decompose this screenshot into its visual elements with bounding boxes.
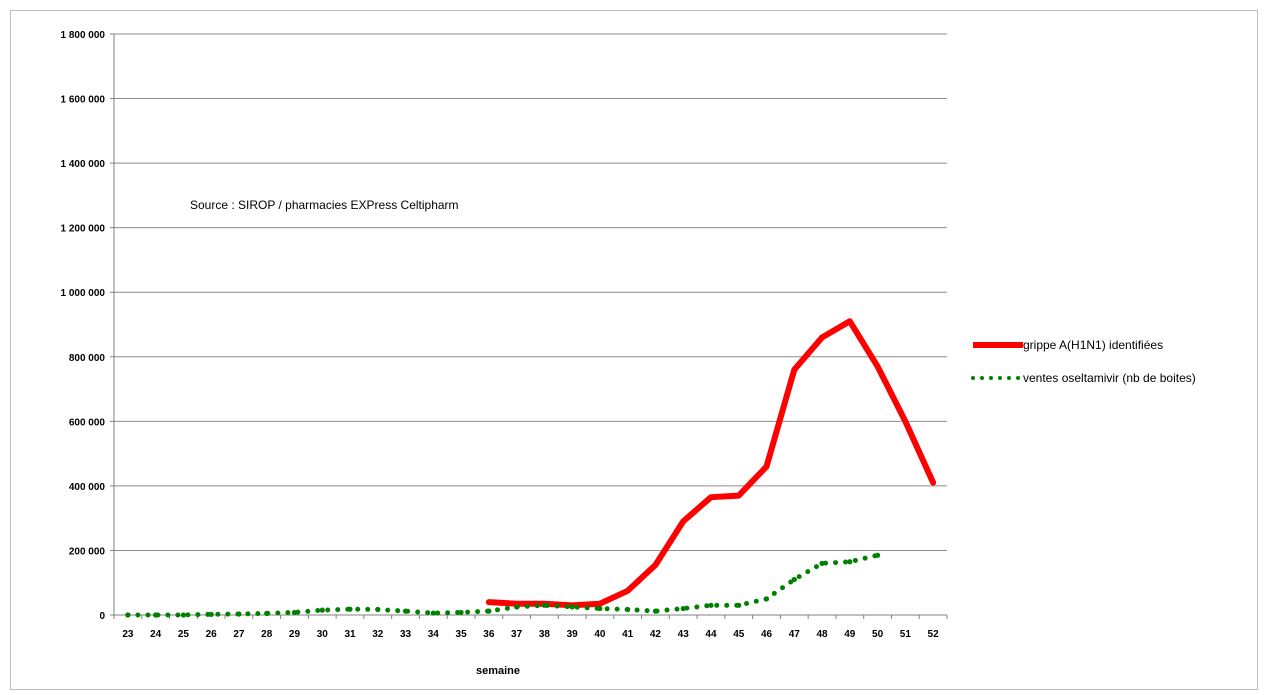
x-tick-label: 33 — [400, 629, 412, 640]
x-tick-label: 35 — [456, 629, 468, 640]
data-point — [486, 608, 492, 614]
data-point — [680, 605, 686, 612]
y-tick-label: 1 400 000 — [61, 159, 106, 170]
chart-frame: 0 200 000 400 000 600 000 800 000 1 000 000 1 … — [10, 10, 1258, 690]
x-tick-label: 52 — [928, 629, 940, 640]
x-tick-label: 31 — [344, 629, 356, 640]
x-tick-label: 50 — [872, 629, 884, 640]
y-tick-label: 1 800 000 — [61, 30, 106, 41]
legend-item: ventes oseltamivir (nb de boites) — [971, 371, 1196, 385]
x-tick-label: 32 — [372, 629, 384, 640]
x-tick-label: 30 — [317, 629, 329, 640]
x-tick-label: 43 — [678, 629, 690, 640]
x-tick-label: 42 — [650, 629, 662, 640]
data-point — [597, 605, 603, 612]
series — [125, 318, 937, 618]
data-point — [125, 612, 131, 618]
x-tick-labels: 23 24 25 26 27 28 29 30 31 32 33 34 35 36 37 38 39 40 41 42… — [122, 629, 939, 640]
data-point — [652, 608, 659, 614]
x-tick-label: 49 — [844, 629, 856, 640]
series-ventes-oseltamivir — [125, 552, 881, 618]
data-point — [153, 612, 159, 618]
x-tick-label: 46 — [761, 629, 773, 640]
x-tick-label: 47 — [789, 629, 801, 640]
x-tick-label: 36 — [483, 629, 495, 640]
legend-label: ventes oseltamivir (nb de boites) — [1023, 371, 1196, 385]
data-point — [375, 606, 381, 613]
legend-item: grippe A(H1N1) identifiées — [973, 338, 1163, 352]
y-tick-label: 1 200 000 — [61, 224, 106, 235]
series-grippe-h1n1 — [485, 318, 937, 609]
data-point — [874, 552, 881, 558]
x-tick-label: 45 — [733, 629, 745, 640]
x-tick-label: 29 — [289, 629, 301, 640]
legend: grippe A(H1N1) identifiées ventes oseltam… — [971, 338, 1196, 385]
data-point — [569, 604, 575, 610]
y-tick-label: 200 000 — [69, 546, 106, 557]
x-tick-label: 40 — [594, 629, 606, 640]
data-point — [264, 610, 270, 616]
x-tick-label: 26 — [206, 629, 218, 640]
chart-canvas: 0 200 000 400 000 600 000 800 000 1 000 000 1 … — [61, 30, 1196, 677]
data-point — [541, 602, 547, 608]
x-tick-label: 39 — [567, 629, 579, 640]
y-tick-label: 800 000 — [69, 353, 106, 364]
data-point — [180, 612, 187, 618]
data-point — [514, 604, 520, 610]
x-tick-label: 23 — [122, 629, 134, 640]
data-point — [458, 609, 464, 616]
y-tick-label: 0 — [99, 611, 105, 622]
data-point — [236, 611, 242, 617]
data-point — [402, 608, 409, 614]
x-tick-label: 41 — [622, 629, 634, 640]
data-point — [347, 606, 353, 612]
series-line — [485, 318, 937, 609]
data-point — [736, 602, 742, 608]
data-point — [625, 606, 631, 613]
source-annotation: Source : SIROP / pharmacies EXPress Celt… — [190, 198, 459, 212]
x-tick-label: 24 — [150, 629, 162, 640]
data-point — [819, 560, 825, 566]
x-tick-label: 25 — [178, 629, 190, 640]
x-tick-label: 27 — [233, 629, 245, 640]
series-line — [125, 552, 881, 618]
data-point — [763, 596, 770, 602]
legend-label: grippe A(H1N1) identifiées — [1023, 338, 1163, 352]
x-tick-label: 38 — [539, 629, 551, 640]
data-point — [791, 576, 797, 583]
y-tick-label: 600 000 — [69, 417, 106, 428]
y-tick-labels: 0 200 000 400 000 600 000 800 000 1 000 000 1 … — [61, 30, 106, 622]
gridlines — [110, 33, 947, 616]
x-tick-label: 34 — [428, 629, 440, 640]
axes — [113, 34, 948, 619]
data-point — [708, 602, 714, 608]
y-tick-label: 1 600 000 — [61, 95, 106, 106]
data-point — [430, 610, 436, 616]
x-tick-label: 37 — [511, 629, 523, 640]
data-point — [319, 607, 325, 613]
x-axis-title: semaine — [476, 665, 520, 677]
data-point — [291, 609, 298, 616]
x-tick-label: 48 — [816, 629, 828, 640]
x-tick-label: 28 — [261, 629, 273, 640]
x-tick-label: 44 — [705, 629, 717, 640]
x-tick-label: 51 — [900, 629, 912, 640]
data-point — [847, 559, 853, 565]
y-tick-label: 1 000 000 — [61, 288, 106, 299]
data-point — [208, 611, 214, 617]
y-tick-label: 400 000 — [69, 482, 106, 493]
